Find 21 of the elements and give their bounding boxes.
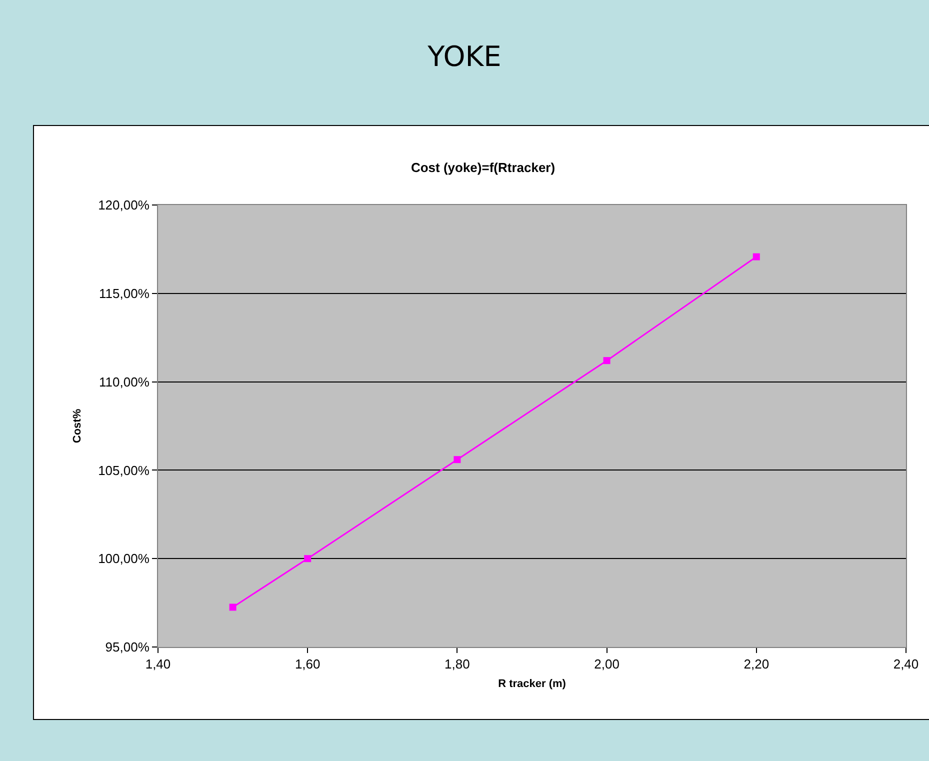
y-axis-title: Cost% [72, 408, 84, 444]
point [304, 555, 312, 562]
y-tick-label: 120,00% [98, 198, 150, 213]
y-tick-label: 115,00% [99, 286, 150, 301]
y-tick-label: 100,00% [98, 551, 150, 566]
chart-title: YOKE [426, 40, 502, 73]
y-tick-label: 110,00% [99, 374, 150, 390]
chart-subtitle: Cost (yoke)=f(Rtracker) [410, 160, 556, 176]
x-tick-label: 2,20 [744, 656, 770, 672]
point [229, 604, 236, 611]
y-tick-label: 95,00% [105, 640, 150, 655]
x-tick-label: 1,60 [294, 656, 320, 672]
x-tick-label: 2,00 [594, 656, 620, 672]
x-tick-label: 1,80 [444, 656, 470, 672]
x-tick-label: 1,40 [145, 656, 171, 672]
y-tick-label: 105,00% [98, 462, 150, 478]
x-axis-title: R tracker (m) [498, 678, 566, 690]
point [454, 456, 461, 464]
point [603, 357, 610, 364]
x-tick-label: 2,40 [893, 656, 919, 672]
point [752, 253, 760, 260]
